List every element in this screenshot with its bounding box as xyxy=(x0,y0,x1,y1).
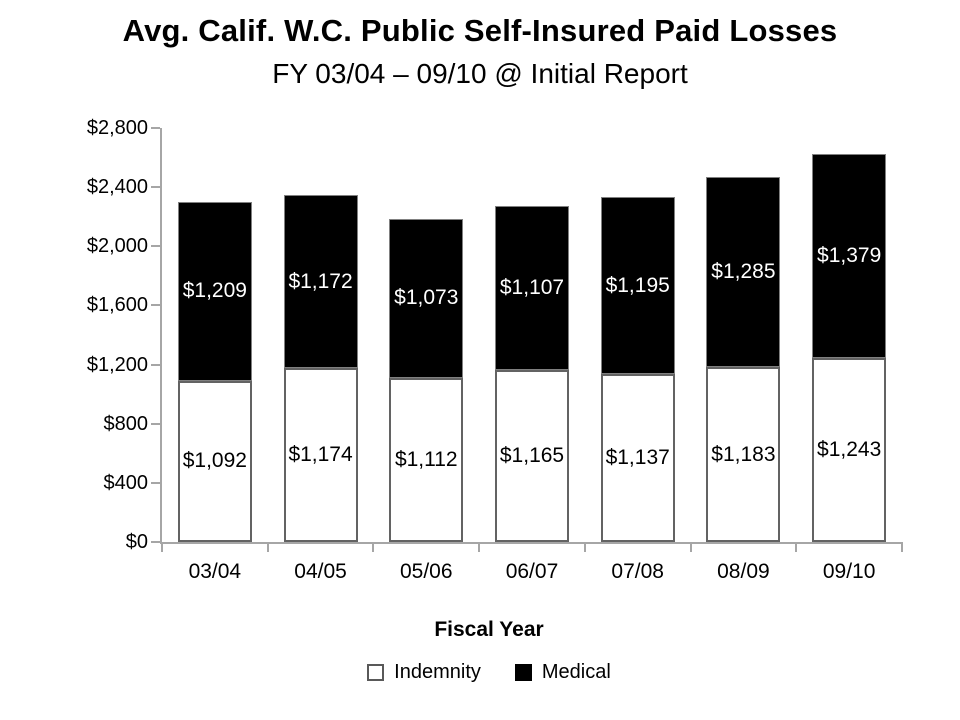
bar-segment-indemnity: $1,183 xyxy=(706,367,781,542)
x-axis-tick xyxy=(161,542,163,552)
y-axis-tick-label: $1,200 xyxy=(86,353,148,376)
bar-segment-indemnity: $1,165 xyxy=(495,369,569,542)
bar-segment-medical: $1,172 xyxy=(283,195,358,369)
y-axis-tick xyxy=(151,245,160,248)
bar-segment-indemnity: $1,243 xyxy=(812,358,887,542)
medical-swatch-icon xyxy=(514,664,532,681)
bar-segment-indemnity: $1,174 xyxy=(283,368,358,542)
indemnity-data-label: $1,165 xyxy=(499,443,565,467)
x-axis-category-label: 09/10 xyxy=(822,560,876,583)
bar-segment-medical: $1,195 xyxy=(600,197,675,374)
chart-title: Avg. Calif. W.C. Public Self-Insured Pai… xyxy=(122,13,838,48)
y-axis-tick xyxy=(151,304,160,307)
legend-label-indemnity: Indemnity xyxy=(394,661,481,683)
y-axis-tick-label: $800 xyxy=(103,412,149,435)
indemnity-data-label: $1,112 xyxy=(394,447,458,471)
x-axis-category-label: 06/07 xyxy=(505,560,559,583)
indemnity-data-label: $1,137 xyxy=(605,445,670,469)
x-axis-tick xyxy=(901,542,903,552)
indemnity-data-label: $1,243 xyxy=(817,438,882,462)
medical-data-label: $1,195 xyxy=(605,273,670,297)
bar-segment-medical: $1,285 xyxy=(706,177,781,368)
indemnity-data-label: $1,174 xyxy=(288,443,353,467)
bar-segment-indemnity: $1,092 xyxy=(177,380,252,542)
plot-area: $0 $400 $800 $1,200 $1,600 $2,000 $2,400 $2,800… xyxy=(87,117,903,583)
x-axis-category-label: 04/05 xyxy=(294,560,347,583)
medical-data-label: $1,209 xyxy=(182,279,247,303)
y-axis-tick xyxy=(151,422,160,425)
y-axis-tick xyxy=(151,541,160,543)
medical-data-label: $1,107 xyxy=(499,275,565,299)
indemnity-data-label: $1,183 xyxy=(711,442,776,466)
legend: Indemnity Medical xyxy=(0,661,960,684)
x-axis-tick xyxy=(583,542,586,552)
y-axis-tick-label: $400 xyxy=(103,471,149,494)
y-axis-tick-label: $2,800 xyxy=(86,117,148,139)
x-axis-category-label: 07/08 xyxy=(611,560,664,583)
y-axis-tick xyxy=(151,127,160,129)
x-axis-tick xyxy=(478,542,481,552)
y-axis-tick-label: $0 xyxy=(125,531,148,553)
bar-segment-medical: $1,073 xyxy=(389,218,464,378)
bar-segment-medical: $1,379 xyxy=(812,154,887,359)
y-axis-tick-label: $2,400 xyxy=(86,176,148,199)
bar-segment-medical: $1,107 xyxy=(495,206,569,370)
x-axis-category-label: 03/04 xyxy=(188,560,242,583)
y-axis-tick xyxy=(151,186,160,189)
legend-item-medical: Medical xyxy=(514,661,611,684)
medical-data-label: $1,172 xyxy=(288,269,353,293)
medical-data-label: $1,285 xyxy=(711,260,776,284)
x-axis-title: Fiscal Year xyxy=(434,618,544,641)
x-axis-category-label: 08/09 xyxy=(717,560,770,583)
y-axis-tick xyxy=(151,363,160,366)
x-axis-category-label: 05/06 xyxy=(399,560,453,583)
y-axis-tick-label: $1,600 xyxy=(86,294,148,317)
indemnity-swatch-icon xyxy=(367,664,385,681)
medical-data-label: $1,379 xyxy=(817,244,882,268)
legend-item-indemnity: Indemnity xyxy=(367,661,481,684)
medical-data-label: $1,073 xyxy=(394,286,459,310)
bar-segment-indemnity: $1,112 xyxy=(389,377,464,542)
indemnity-data-label: $1,092 xyxy=(182,449,247,473)
x-axis-tick xyxy=(795,542,798,552)
x-axis-tick xyxy=(689,542,692,552)
x-axis-tick xyxy=(372,542,375,552)
chart-subtitle: FY 03/04 – 09/10 @ Initial Report xyxy=(272,58,688,89)
legend-label-medical: Medical xyxy=(541,661,611,683)
bar-segment-indemnity: $1,137 xyxy=(600,373,675,542)
y-axis-tick xyxy=(151,481,160,484)
x-axis-tick xyxy=(266,542,269,552)
y-axis-tick-label: $2,000 xyxy=(86,235,148,258)
bar-segment-medical: $1,209 xyxy=(177,201,252,381)
